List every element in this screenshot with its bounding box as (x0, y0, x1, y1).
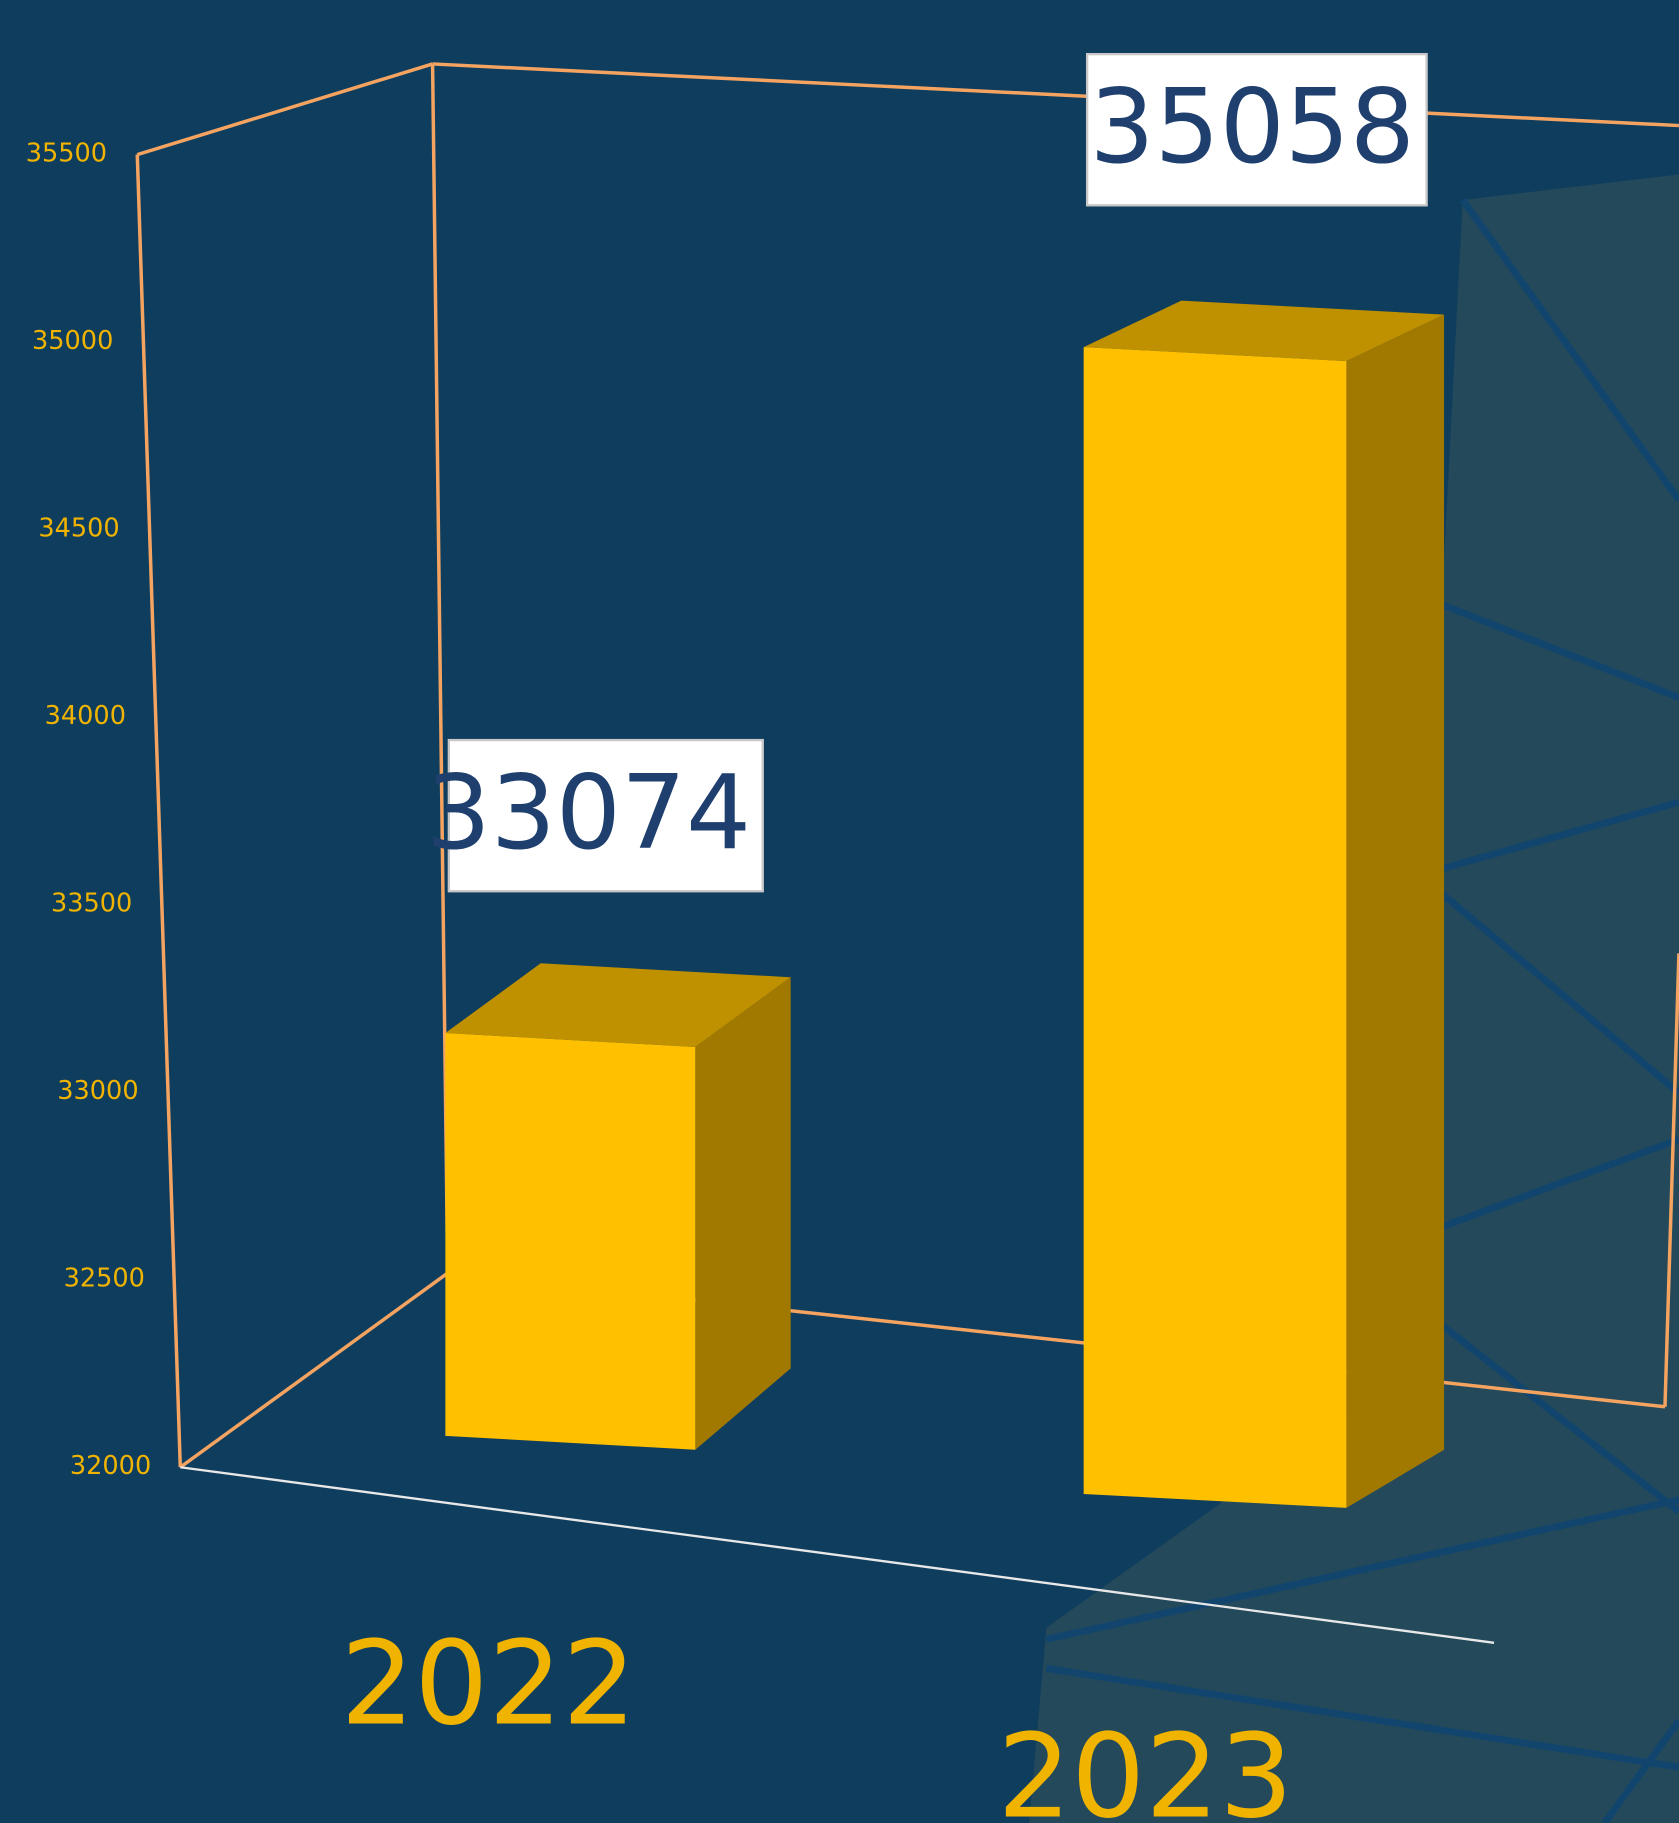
y-tick-label: 32500 (64, 1264, 145, 1294)
x-tick-label: 2023 (997, 1709, 1293, 1823)
bar-side (1346, 314, 1445, 1508)
y-tick-label: 33500 (51, 889, 132, 919)
background-mesh (1029, 174, 1679, 1823)
value-label: 33074 (426, 754, 751, 873)
y-tick-label: 32000 (70, 1451, 151, 1481)
x-tick-label: 2022 (340, 1616, 636, 1751)
y-tick-label: 34500 (38, 514, 119, 544)
floor-axis (180, 1466, 1495, 1644)
value-label: 35058 (1090, 68, 1415, 187)
bar-top (1083, 300, 1445, 362)
axis-frame (135, 62, 1679, 1469)
y-tick-label: 35000 (32, 326, 113, 356)
bar-side (695, 977, 791, 1450)
value-label-box (1085, 52, 1428, 207)
bar-top (445, 963, 791, 1048)
bar (445, 1033, 696, 1450)
bar (1083, 347, 1347, 1508)
y-tick-label: 33000 (57, 1076, 138, 1106)
y-tick-label: 35500 (26, 139, 107, 169)
value-label-box (447, 738, 764, 893)
y-tick-label: 34000 (45, 701, 126, 731)
